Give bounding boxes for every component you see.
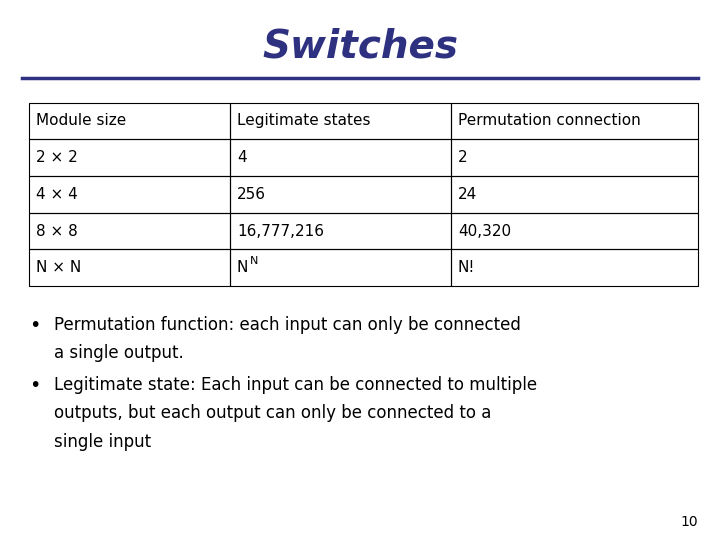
Text: N: N bbox=[250, 256, 258, 266]
Bar bbox=[29, 213, 230, 249]
Bar bbox=[451, 176, 698, 213]
Text: 256: 256 bbox=[237, 187, 266, 202]
Text: Switches: Switches bbox=[262, 27, 458, 65]
Text: 2 × 2: 2 × 2 bbox=[36, 150, 78, 165]
Bar bbox=[230, 139, 451, 176]
Text: 4: 4 bbox=[237, 150, 246, 165]
Bar bbox=[451, 139, 698, 176]
Text: Permutation function: each input can only be connected: Permutation function: each input can onl… bbox=[54, 316, 521, 334]
Text: Legitimate state: Each input can be connected to multiple: Legitimate state: Each input can be conn… bbox=[54, 376, 537, 394]
Bar bbox=[29, 176, 230, 213]
Text: •: • bbox=[29, 316, 40, 335]
Text: single input: single input bbox=[54, 433, 151, 450]
Text: 24: 24 bbox=[458, 187, 477, 202]
Text: a single output.: a single output. bbox=[54, 344, 184, 362]
Text: N: N bbox=[237, 260, 248, 275]
Bar bbox=[230, 176, 451, 213]
Text: Module size: Module size bbox=[36, 113, 126, 129]
Text: 4 × 4: 4 × 4 bbox=[36, 187, 78, 202]
Text: 40,320: 40,320 bbox=[458, 224, 511, 239]
Bar bbox=[29, 139, 230, 176]
Text: Permutation connection: Permutation connection bbox=[458, 113, 641, 129]
Text: 16,777,216: 16,777,216 bbox=[237, 224, 324, 239]
Text: outputs, but each output can only be connected to a: outputs, but each output can only be con… bbox=[54, 404, 491, 422]
Bar bbox=[29, 103, 230, 139]
Text: •: • bbox=[29, 376, 40, 395]
Bar bbox=[230, 213, 451, 249]
Text: N × N: N × N bbox=[36, 260, 81, 275]
Text: N!: N! bbox=[458, 260, 475, 275]
Text: Legitimate states: Legitimate states bbox=[237, 113, 370, 129]
Text: 2: 2 bbox=[458, 150, 467, 165]
Bar bbox=[29, 249, 230, 286]
Bar bbox=[230, 103, 451, 139]
Bar bbox=[451, 213, 698, 249]
Bar bbox=[451, 249, 698, 286]
Text: 8 × 8: 8 × 8 bbox=[36, 224, 78, 239]
Bar bbox=[230, 249, 451, 286]
Text: 10: 10 bbox=[681, 515, 698, 529]
Bar bbox=[451, 103, 698, 139]
